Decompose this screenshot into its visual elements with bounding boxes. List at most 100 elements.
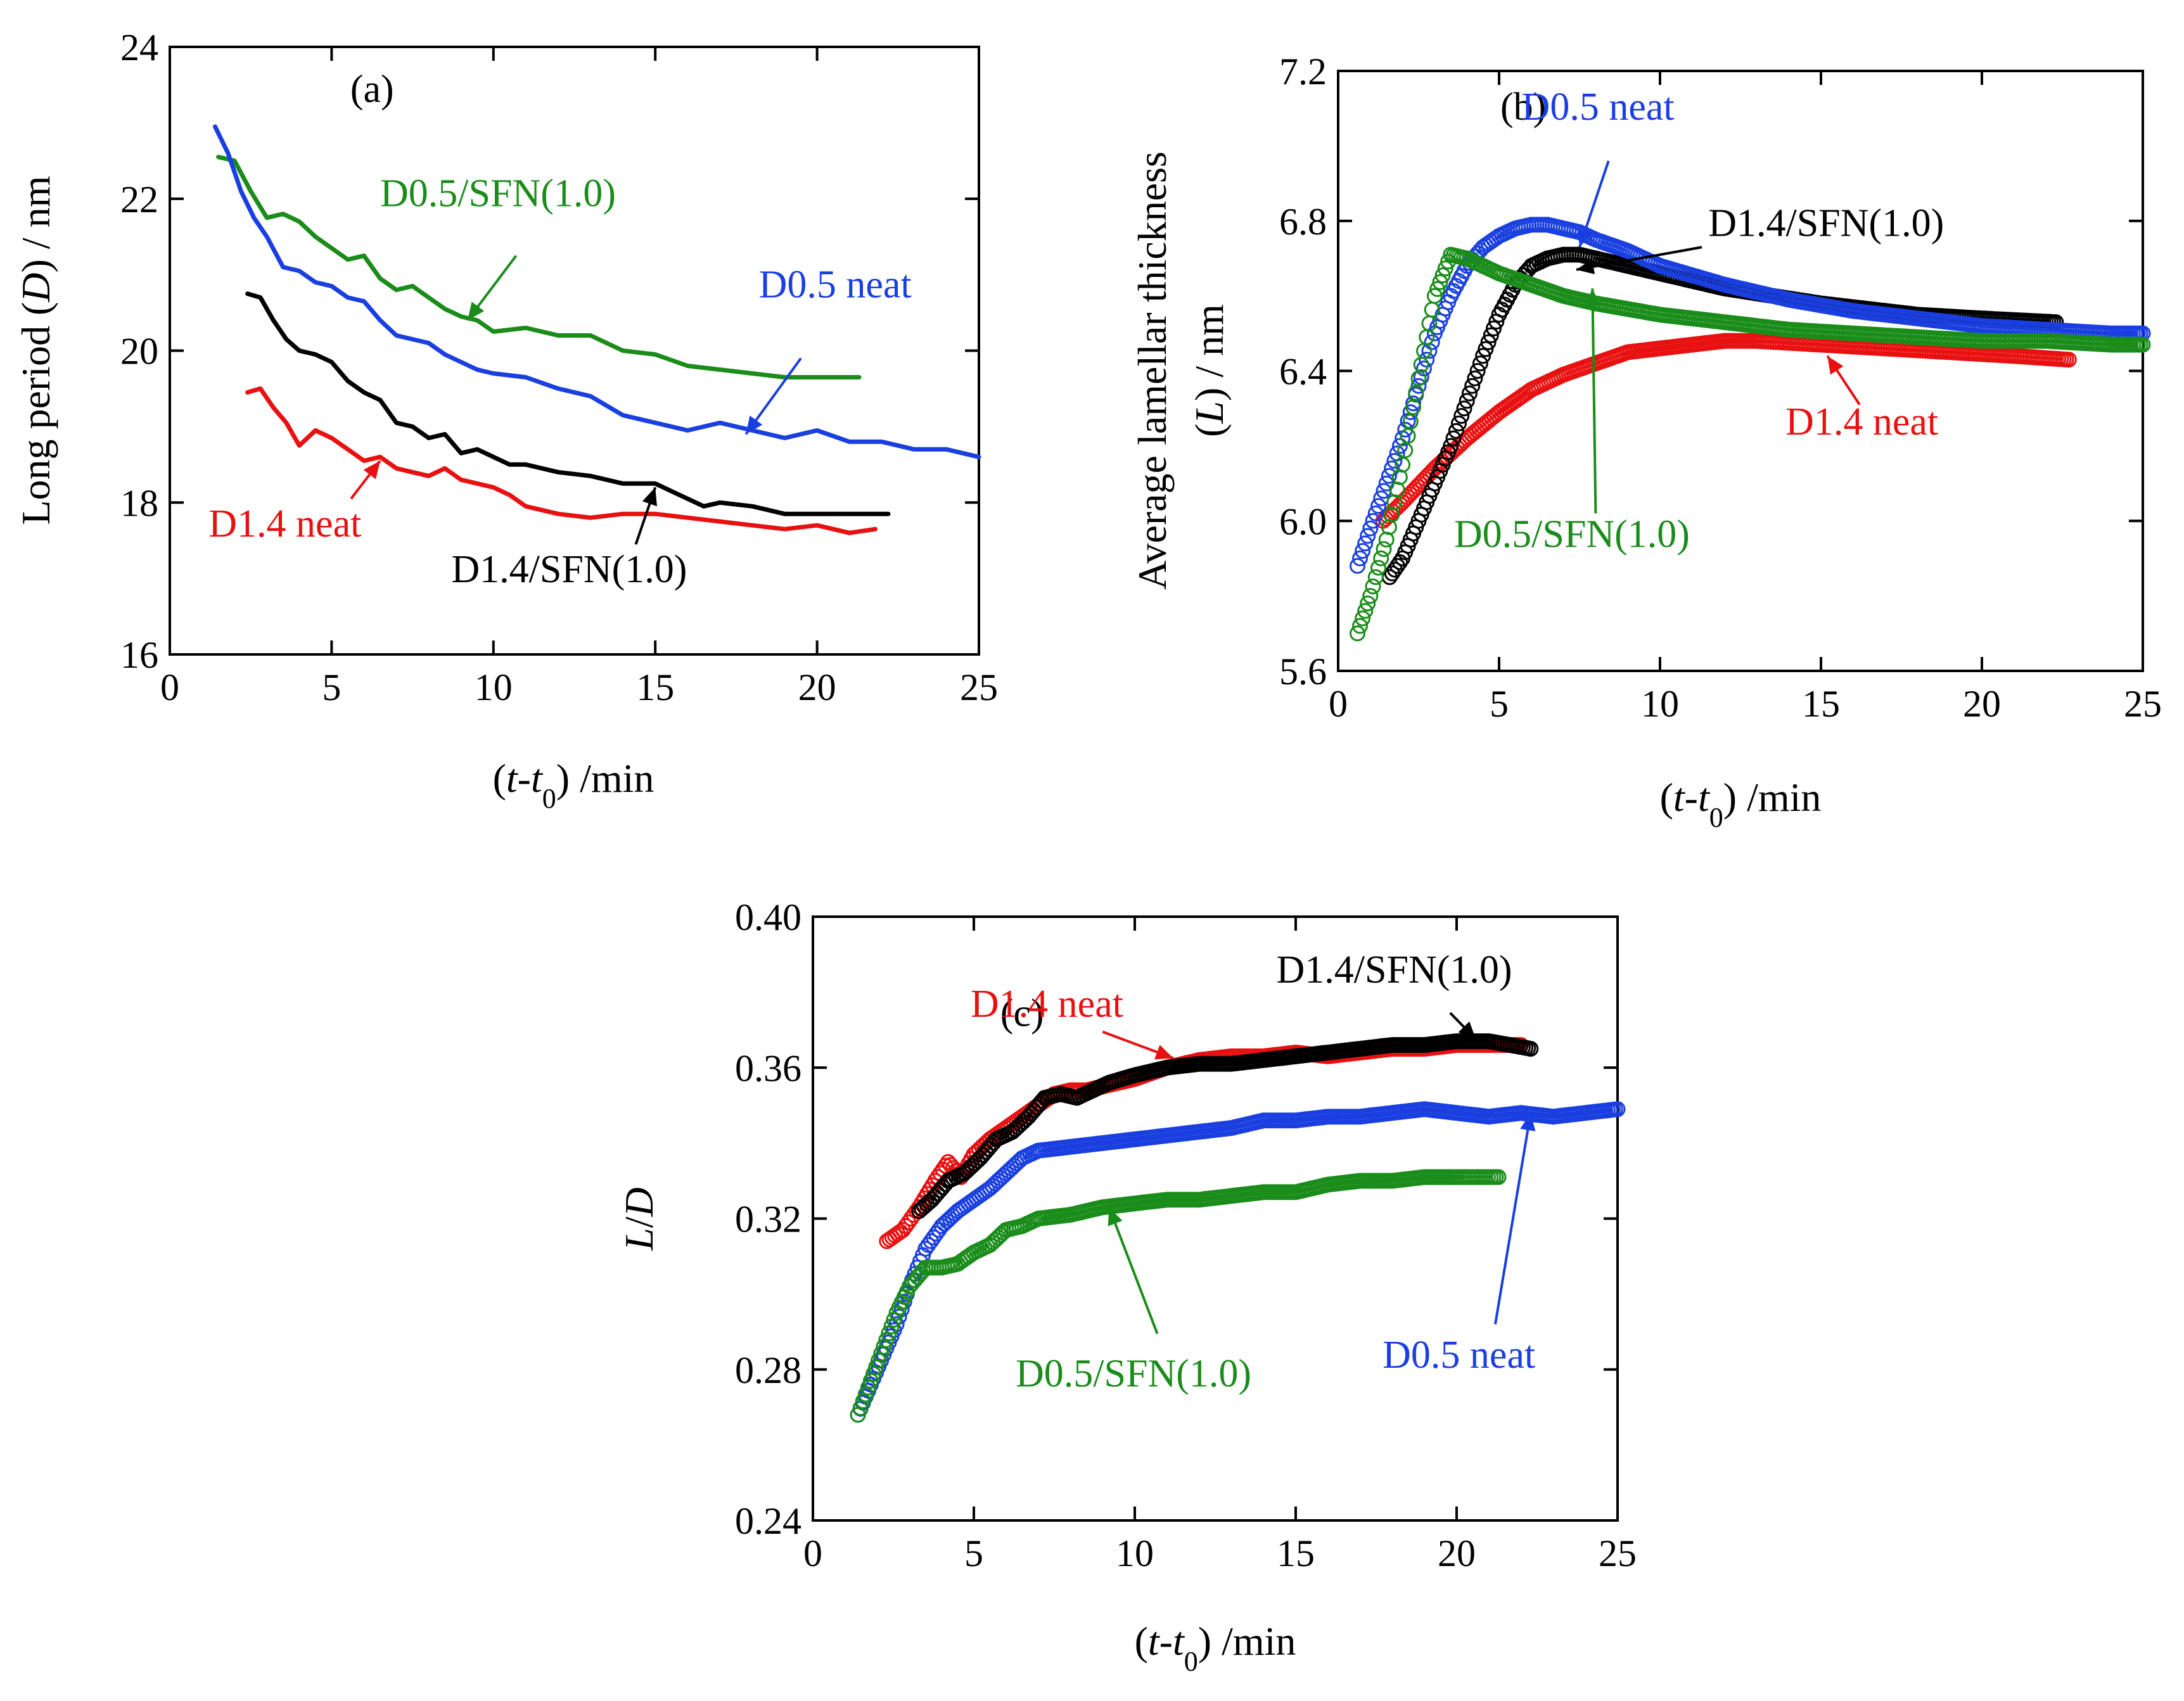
series-d0-5-neat bbox=[850, 1101, 1626, 1423]
y-tick-label: 24 bbox=[120, 27, 158, 68]
data-point bbox=[1381, 468, 1397, 484]
annotation-arrow-line bbox=[1576, 246, 1702, 271]
data-point bbox=[1384, 460, 1400, 476]
annotation-arrow-head bbox=[467, 302, 485, 321]
data-point bbox=[1464, 378, 1481, 394]
annotation: D0.5 neat bbox=[744, 264, 912, 435]
annotation-arrow-head bbox=[1578, 228, 1593, 248]
plot-frame bbox=[1337, 70, 2144, 672]
data-point bbox=[1448, 423, 1464, 439]
series-label: D1.4 neat bbox=[208, 502, 361, 545]
series-line bbox=[216, 155, 862, 379]
annotation-arrow-head bbox=[1154, 1045, 1173, 1060]
annotation: D1.4/SFN(1.0) bbox=[1277, 948, 1512, 1040]
y-tick-label: 22 bbox=[120, 179, 158, 220]
y-tick-label: 5.6 bbox=[1279, 651, 1327, 692]
data-point bbox=[865, 1366, 881, 1382]
data-point bbox=[1437, 260, 1453, 277]
data-point bbox=[1357, 602, 1374, 619]
data-point bbox=[881, 1325, 897, 1342]
y-tick-label: 0.28 bbox=[735, 1349, 801, 1391]
panel-c: 0 5 10 15 20 25 0.24 0.28 0.32 0.36 0.40 (t-t0) /mi… bbox=[616, 896, 1637, 1677]
annotation: D1.4/SFN(1.0) bbox=[451, 487, 687, 591]
series-d0-5-sfn-1-0- bbox=[850, 1169, 1507, 1423]
x-tick-label: 10 bbox=[475, 666, 513, 708]
data-point bbox=[883, 1318, 900, 1335]
data-point bbox=[862, 1373, 879, 1389]
data-point bbox=[1445, 430, 1462, 447]
data-point bbox=[1451, 415, 1467, 431]
data-point bbox=[969, 1152, 986, 1169]
data-point bbox=[1459, 393, 1475, 409]
series-line bbox=[245, 291, 891, 516]
plot-frame bbox=[812, 915, 1619, 1522]
y-tick-label: 6.8 bbox=[1279, 201, 1327, 243]
x-axis-title: (t-t0) /min bbox=[1135, 1619, 1296, 1677]
annotation-arrow-line bbox=[1108, 1206, 1159, 1334]
panel-b: 0 5 10 15 20 25 5.6 6.0 6.4 6.8 7.2 (t-t0) /min Aver… bbox=[1130, 51, 2162, 833]
data-point bbox=[1478, 341, 1494, 357]
x-tick-label: 0 bbox=[160, 666, 179, 708]
series-label: D1.4/SFN(1.0) bbox=[451, 548, 687, 591]
series-d1-4-sfn-1-0- bbox=[245, 291, 891, 516]
data-point bbox=[1486, 320, 1502, 336]
data-point bbox=[1456, 400, 1472, 417]
x-axis-title: (t-t0) /min bbox=[1660, 775, 1822, 833]
data-point bbox=[1391, 438, 1408, 454]
annotation: D0.5/SFN(1.0) bbox=[380, 172, 616, 321]
data-point bbox=[871, 1353, 887, 1368]
series-label: D0.5 neat bbox=[1383, 1334, 1535, 1377]
series-line bbox=[245, 386, 878, 535]
x-tick-label: 0 bbox=[803, 1532, 822, 1574]
data-point bbox=[1352, 618, 1368, 634]
data-point bbox=[857, 1386, 874, 1403]
annotation-arrow-line bbox=[1493, 1112, 1532, 1325]
annotation: D1.4 neat bbox=[971, 983, 1174, 1060]
x-tick-label: 15 bbox=[1802, 683, 1840, 725]
y-tick-label: 20 bbox=[120, 331, 158, 373]
x-tick-label: 20 bbox=[1438, 1532, 1476, 1574]
annotation-arrow-head bbox=[642, 487, 657, 507]
x-tick-label: 25 bbox=[960, 666, 998, 708]
data-point bbox=[1609, 1101, 1626, 1118]
data-point bbox=[1434, 267, 1451, 284]
y-tick-label: 0.40 bbox=[735, 896, 801, 938]
data-point bbox=[1490, 1169, 1507, 1185]
data-point bbox=[850, 1406, 866, 1423]
data-point bbox=[1480, 334, 1497, 350]
data-point bbox=[1424, 334, 1440, 350]
annotation-arrow-head bbox=[1520, 1112, 1536, 1131]
y-axis-title-line1: Average lamellar thickness bbox=[1130, 151, 1175, 590]
data-point bbox=[1523, 1041, 1539, 1057]
x-axis-title: (t-t0) /min bbox=[493, 756, 655, 814]
panel-a: 0 5 10 15 20 25 16 18 20 22 24 (t-t0) /min Long peri… bbox=[13, 27, 998, 814]
y-tick-label: 18 bbox=[120, 482, 158, 524]
annotation-arrow-head bbox=[1576, 258, 1595, 274]
y-axis-title-line2: (L) / nm bbox=[1187, 304, 1232, 437]
data-point bbox=[876, 1339, 892, 1355]
data-point bbox=[1362, 520, 1379, 537]
data-point bbox=[1362, 588, 1379, 604]
y-axis-title: Long period (D) / nm bbox=[13, 176, 58, 525]
data-point bbox=[1472, 355, 1488, 372]
series-d1-4-neat bbox=[245, 386, 878, 535]
data-point bbox=[1360, 528, 1376, 544]
data-point bbox=[1461, 385, 1478, 402]
x-tick-label: 15 bbox=[1277, 1532, 1315, 1574]
data-point bbox=[1365, 578, 1381, 595]
data-point bbox=[1367, 505, 1384, 521]
y-tick-label: 6.0 bbox=[1279, 500, 1327, 542]
data-point bbox=[1370, 498, 1386, 514]
panel-label: (b) bbox=[1500, 86, 1546, 129]
data-point bbox=[878, 1332, 895, 1348]
data-point bbox=[1467, 370, 1483, 386]
annotation: D0.5/SFN(1.0) bbox=[1454, 288, 1690, 556]
y-axis-title: L/D bbox=[616, 1187, 661, 1251]
y-tick-label: 6.4 bbox=[1279, 351, 1327, 393]
annotation: D0.5 neat bbox=[1522, 86, 1675, 248]
x-tick-label: 5 bbox=[322, 666, 341, 708]
y-tick-label: 0.24 bbox=[735, 1500, 801, 1542]
series-label: D1.4/SFN(1.0) bbox=[1277, 948, 1512, 991]
data-point bbox=[1373, 550, 1389, 566]
annotation-arrow-head bbox=[363, 461, 381, 480]
